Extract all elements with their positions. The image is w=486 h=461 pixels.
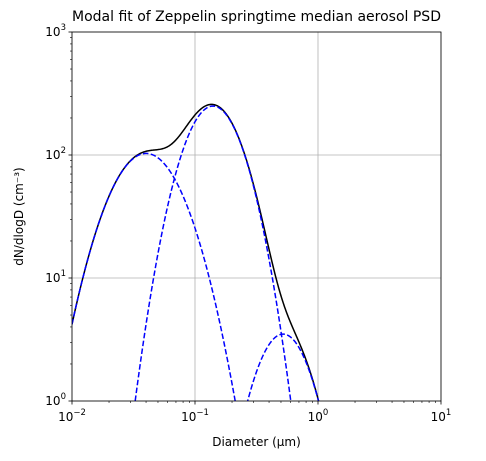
x-axis-label: Diameter (μm) bbox=[212, 435, 301, 449]
x-tick-label-exponent: −1 bbox=[196, 408, 209, 418]
y-tick-label: 103 bbox=[45, 23, 66, 39]
y-tick-label-base: 10 bbox=[45, 25, 60, 39]
y-tick-label-exponent: 3 bbox=[61, 23, 66, 33]
y-tick-label-base: 10 bbox=[45, 271, 60, 285]
y-axis-label: dN/dlogD (cm⁻³) bbox=[12, 167, 26, 265]
mode-3-line bbox=[246, 333, 320, 401]
x-tick-label: 101 bbox=[431, 408, 452, 424]
y-tick-label: 101 bbox=[45, 269, 66, 285]
plot-frame bbox=[71, 31, 442, 402]
x-tick-label-exponent: 1 bbox=[446, 408, 451, 418]
x-tick-label-base: 10 bbox=[431, 410, 446, 424]
y-tick-label-base: 10 bbox=[45, 394, 60, 408]
y-tick-label-base: 10 bbox=[45, 148, 60, 162]
x-tick-label-base: 10 bbox=[308, 410, 323, 424]
mode-2-line bbox=[134, 105, 292, 401]
y-tick-label-exponent: 0 bbox=[61, 392, 66, 402]
plot-area bbox=[72, 103, 320, 401]
x-tick-label-base: 10 bbox=[181, 410, 196, 424]
x-tick-label-exponent: 0 bbox=[323, 408, 328, 418]
y-tick-label: 100 bbox=[45, 392, 66, 408]
mode-1-line bbox=[72, 152, 236, 401]
y-tick-label: 102 bbox=[45, 146, 66, 162]
total-fit-line bbox=[72, 103, 320, 401]
y-tick-label-exponent: 2 bbox=[61, 146, 66, 156]
chart-title: Modal fit of Zeppelin springtime median … bbox=[72, 9, 441, 25]
x-tick-label: 10−1 bbox=[181, 408, 209, 424]
y-tick-label-exponent: 1 bbox=[61, 269, 66, 279]
grid bbox=[71, 31, 442, 402]
x-tick-label: 10−2 bbox=[58, 408, 86, 424]
x-tick-label: 100 bbox=[308, 408, 329, 424]
x-tick-label-exponent: −2 bbox=[73, 408, 86, 418]
x-tick-label-base: 10 bbox=[58, 410, 73, 424]
